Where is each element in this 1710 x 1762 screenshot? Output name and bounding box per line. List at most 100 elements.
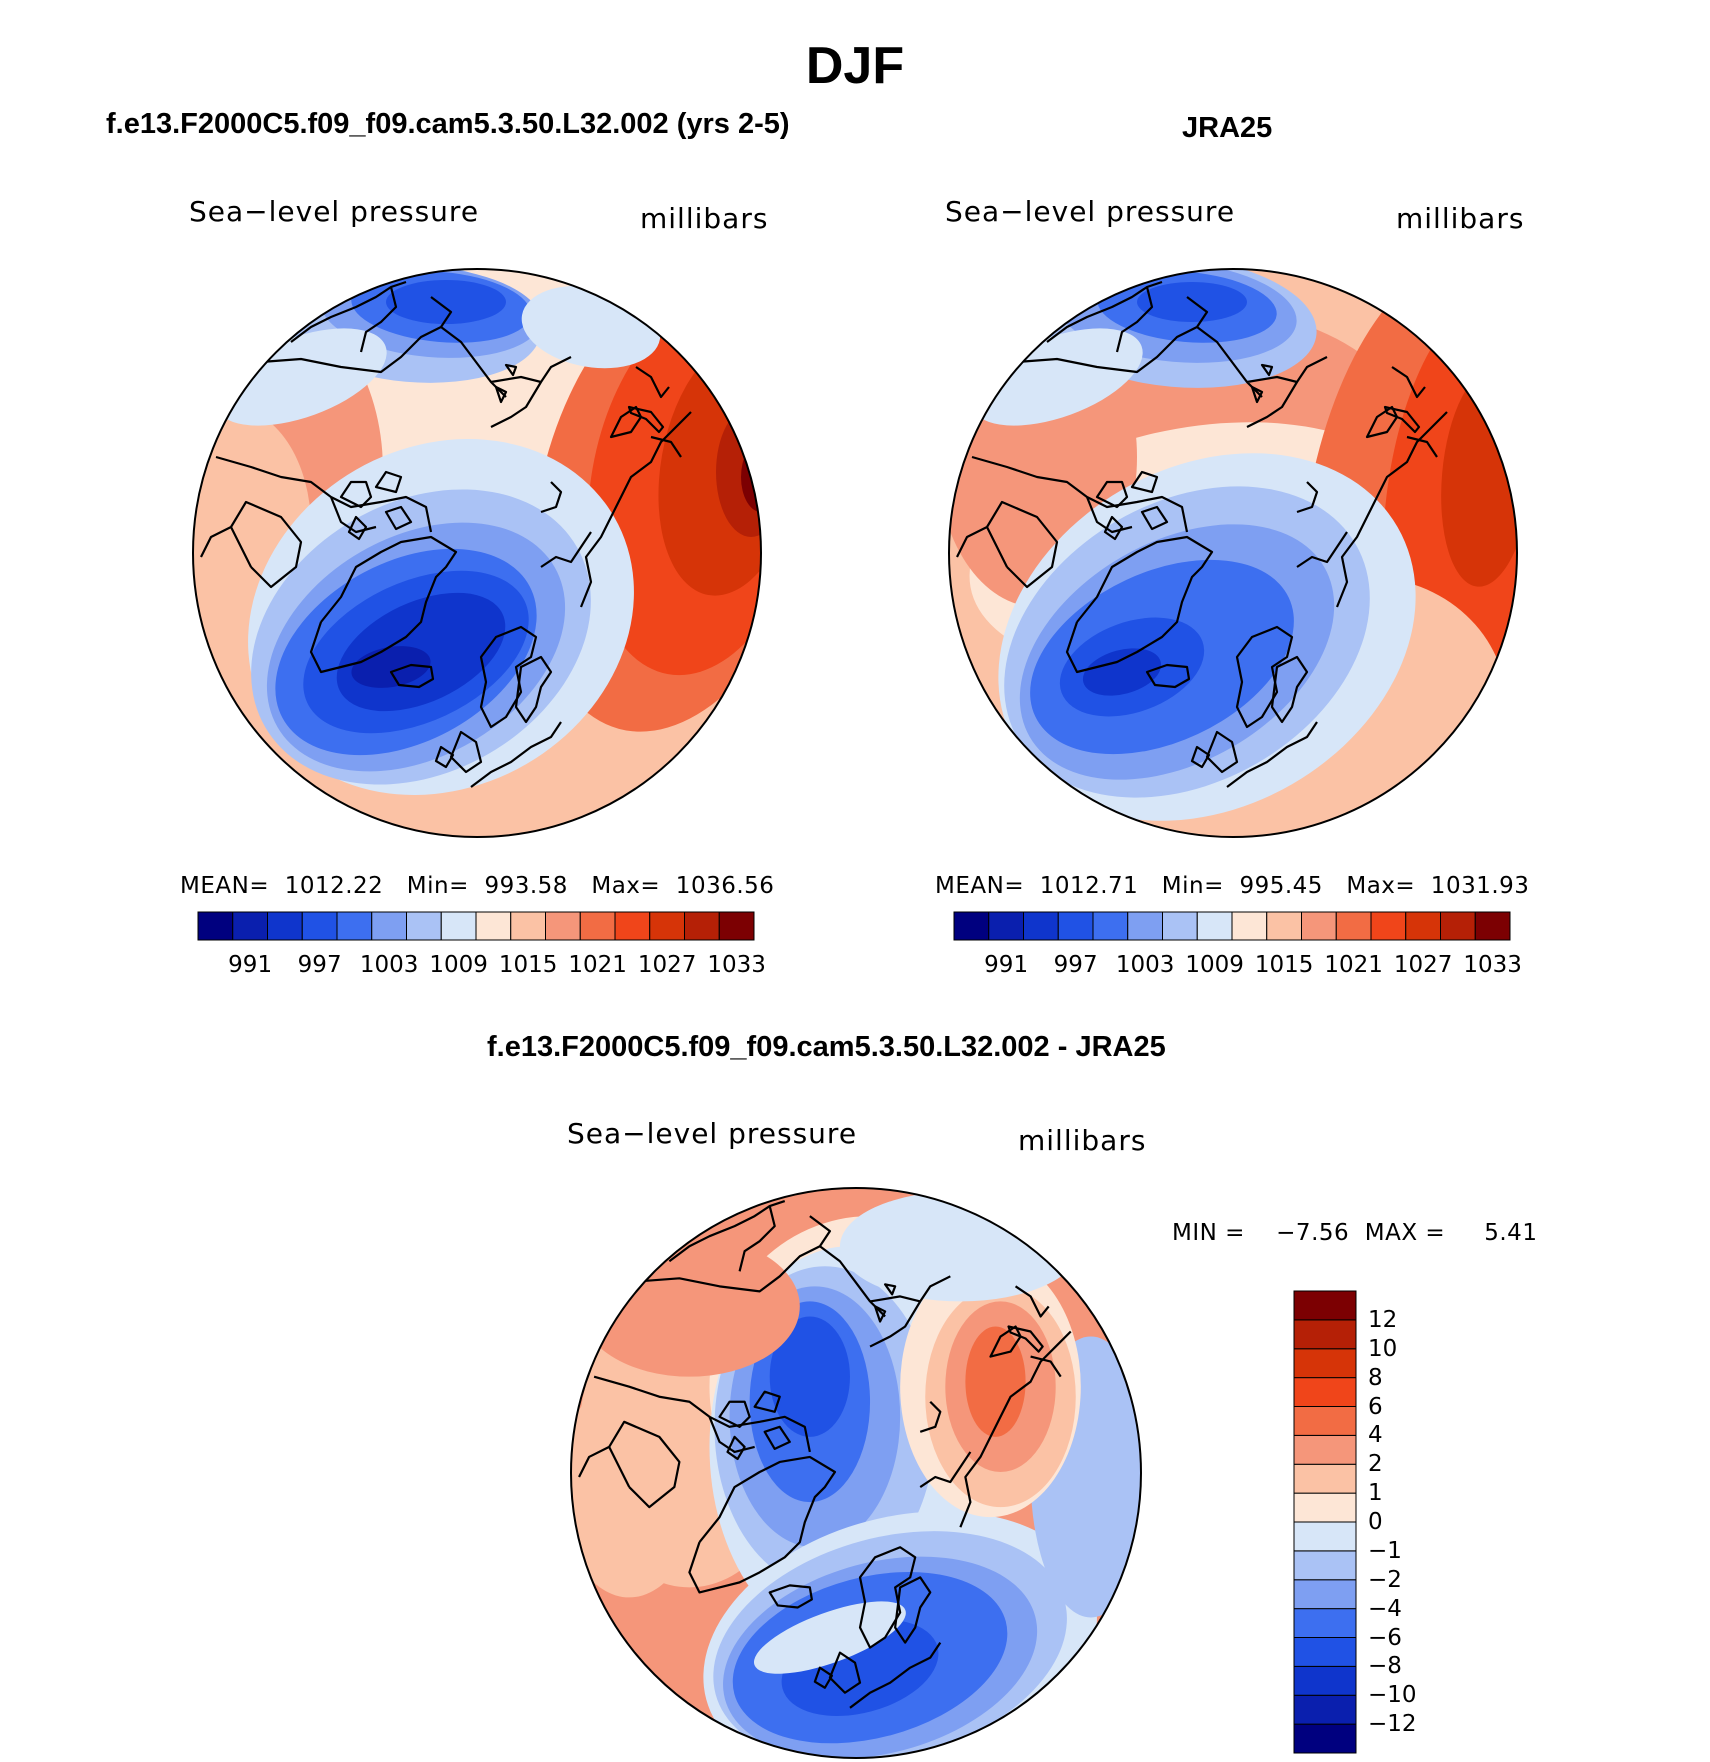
left-contour-8 [741, 442, 761, 512]
left-units-label: millibars [640, 202, 769, 235]
left-contour-19 [386, 280, 506, 324]
right-colorbar-box-2 [1023, 911, 1059, 941]
diff-colorbar-tick-label: 10 [1368, 1335, 1398, 1362]
right-colorbar-box-0 [953, 911, 990, 941]
right-colorbar-box-1 [988, 911, 1024, 941]
right-colorbar-box-14 [1440, 911, 1476, 941]
right-colorbar-box-10 [1301, 911, 1337, 941]
diff-stats: MIN = −7.56 MAX = 5.41 [1172, 1220, 1538, 1246]
diff-colorbar-box-14 [1293, 1319, 1357, 1350]
diff-contour-7 [769, 1316, 850, 1437]
diff-colorbar-tick-label: −8 [1368, 1653, 1402, 1680]
diff-colorbar-tick-label: 12 [1368, 1306, 1398, 1333]
diff-colorbar-tick-label: −4 [1368, 1595, 1402, 1622]
right-colorbar-tick-label: 1009 [1185, 952, 1244, 978]
diff-colorbar-tick-label: −2 [1368, 1566, 1402, 1593]
right-contour-13 [1082, 648, 1162, 696]
diff-colorbar-box-0 [1293, 1723, 1357, 1754]
left-colorbar-tick-label: 1015 [498, 952, 558, 978]
right-colorbar-tick-label: 991 [984, 952, 1029, 978]
left-colorbar-box-10 [545, 911, 581, 941]
diff-contour-19 [579, 1236, 800, 1377]
right-colorbar-box-6 [1162, 911, 1198, 941]
right-colorbar-box-11 [1335, 911, 1372, 941]
right-colorbar-tick-label: 1003 [1115, 952, 1175, 978]
right-map-border [948, 268, 1518, 838]
left-colorbar-box-12 [614, 911, 651, 941]
right-colorbar-box-3 [1057, 911, 1094, 941]
right-colorbar-box-13 [1405, 911, 1441, 941]
right-colorbar-box-12 [1370, 911, 1407, 941]
right-colorbar-box-9 [1266, 911, 1302, 941]
diff-coastlines [578, 1200, 1112, 1709]
right-colorbar-box-15 [1474, 911, 1511, 941]
left-colorbar-tick-label: 991 [228, 952, 273, 978]
diff-contour-17 [965, 1326, 1026, 1437]
left-coastlines [200, 280, 732, 788]
diff-colorbar-box-15 [1293, 1290, 1357, 1321]
diff-colorbar-box-8 [1293, 1492, 1357, 1523]
diff-colorbar-box-12 [1293, 1377, 1357, 1407]
diff-colorbar-tick-label: 4 [1368, 1422, 1383, 1449]
diff-colorbar-box-7 [1293, 1521, 1357, 1552]
diff-colorbar-box-2 [1293, 1665, 1357, 1696]
left-colorbar-box-2 [267, 911, 303, 941]
diff-colorbar-tick-label: −10 [1368, 1682, 1417, 1709]
diff-colorbar-box-13 [1293, 1348, 1357, 1379]
right-colorbar-tick-label: 1033 [1463, 952, 1522, 978]
diff-colorbar-tick-label: 0 [1368, 1509, 1383, 1535]
diff-colorbar-box-9 [1293, 1463, 1357, 1494]
left-colorbar-box-13 [649, 911, 685, 941]
left-colorbar-box-6 [406, 911, 442, 941]
diff-units-label: millibars [1018, 1124, 1147, 1157]
right-colorbar-tick-label: 1015 [1254, 952, 1314, 978]
left-colorbar-box-3 [301, 911, 338, 941]
left-colorbar-box-7 [440, 911, 477, 941]
left-colorbar-tick-label: 997 [297, 952, 342, 978]
diff-panel-title: f.e13.F2000C5.f09_f09.cam5.3.50.L32.002 … [487, 1031, 1166, 1063]
right-units-label: millibars [1396, 202, 1525, 235]
right-panel-title: JRA25 [1182, 112, 1273, 144]
right-slp-map [948, 268, 1518, 838]
right-colorbar-box-4 [1092, 911, 1129, 941]
diff-contour-21 [753, 1601, 906, 1674]
right-colorbar-tick-label: 1027 [1393, 952, 1453, 978]
right-variable-label: Sea−level pressure [945, 195, 1236, 228]
diff-colorbar-box-4 [1293, 1608, 1357, 1638]
left-panel-title: f.e13.F2000C5.f09_f09.cam5.3.50.L32.002 … [106, 108, 790, 140]
left-colorbar-box-14 [684, 911, 720, 941]
left-stats: MEAN= 1012.22 Min= 993.58 Max= 1036.56 [180, 873, 775, 899]
left-colorbar-tick-label: 1009 [429, 952, 488, 978]
diff-colorbar-box-3 [1293, 1637, 1357, 1667]
left-colorbar-tick-label: 1027 [637, 952, 697, 978]
left-contour-20 [215, 328, 387, 426]
diff-colorbar-box-5 [1293, 1579, 1357, 1610]
diff-slp-map [570, 1187, 1142, 1759]
left-colorbar [197, 911, 755, 941]
left-variable-label: Sea−level pressure [189, 195, 480, 228]
diff-colorbar-tick-label: 6 [1368, 1393, 1383, 1420]
right-colorbar [953, 911, 1511, 941]
diff-variable-label: Sea−level pressure [567, 1117, 858, 1150]
left-contour-7 [716, 407, 761, 537]
diff-colorbar-labels: −12 −10 −8 −6 −4 −2 −1 0 1 2 4 6 8 10 12 [1368, 1291, 1478, 1753]
left-map-border [192, 268, 762, 838]
diff-map-border [570, 1187, 1142, 1759]
left-colorbar-box-15 [718, 911, 755, 941]
diff-colorbar-tick-label: 2 [1368, 1451, 1383, 1478]
right-colorbar-tick-label: 1021 [1324, 952, 1383, 978]
left-colorbar-box-1 [232, 911, 268, 941]
left-colorbar-tick-label: 1003 [359, 952, 419, 978]
figure-title: DJF [805, 37, 905, 95]
diff-colorbar-tick-label: −12 [1368, 1711, 1417, 1738]
left-colorbar-box-11 [579, 911, 616, 941]
right-colorbar-box-8 [1231, 911, 1268, 941]
left-colorbar-box-0 [197, 911, 234, 941]
diff-colorbar-tick-label: 8 [1368, 1364, 1383, 1391]
left-colorbar-box-5 [371, 911, 407, 941]
diff-colorbar-box-10 [1293, 1434, 1357, 1465]
left-colorbar-tick-label: 1021 [568, 952, 627, 978]
diff-colorbar [1293, 1290, 1357, 1754]
left-colorbar-box-9 [510, 911, 546, 941]
left-colorbar-box-8 [475, 911, 512, 941]
